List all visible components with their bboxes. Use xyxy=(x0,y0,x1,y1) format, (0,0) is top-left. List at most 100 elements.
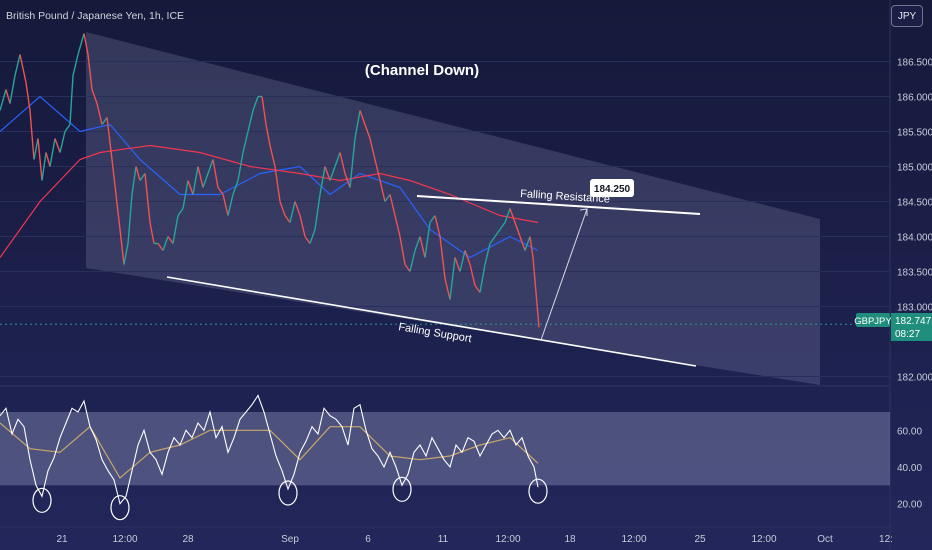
target-callout-box xyxy=(590,179,634,197)
price-segment xyxy=(91,89,98,104)
price-segment xyxy=(404,264,411,272)
price-segment xyxy=(115,194,121,230)
price-segment xyxy=(72,54,79,76)
price-segment xyxy=(149,222,155,244)
price-segment xyxy=(212,159,219,188)
oversold-circle xyxy=(278,480,298,506)
price-segment xyxy=(299,215,306,237)
price-segment xyxy=(172,215,179,244)
price-segment xyxy=(294,201,301,216)
price-segment xyxy=(37,138,43,181)
last-price-countdown: 08:27 xyxy=(895,329,920,340)
price-segment xyxy=(504,208,511,223)
price-segment xyxy=(157,243,164,251)
oscillator-line xyxy=(0,394,539,505)
price-segment xyxy=(535,292,540,328)
falling-resistance-line[interactable] xyxy=(416,195,701,215)
price-segment xyxy=(119,229,125,265)
price-segment xyxy=(232,180,239,195)
price-segment xyxy=(434,215,441,237)
price-segment xyxy=(0,89,7,111)
price-segment xyxy=(274,166,281,202)
price-segment xyxy=(309,229,316,244)
price-segment xyxy=(529,236,534,258)
price-tick-label: 182.000 xyxy=(897,373,932,384)
price-segment xyxy=(5,89,11,104)
price-segment xyxy=(394,215,401,237)
price-segment xyxy=(329,166,336,181)
price-segment xyxy=(106,117,113,160)
price-segment xyxy=(494,229,501,237)
oscillator-tick-label: 40.00 xyxy=(897,463,922,474)
price-segment xyxy=(319,166,326,195)
oscillator-tick-label: 20.00 xyxy=(897,500,922,511)
falling-support-line[interactable] xyxy=(166,276,697,367)
price-segment xyxy=(284,215,291,223)
price-segment xyxy=(247,110,254,132)
price-segment xyxy=(419,236,426,258)
time-tick-label: 21 xyxy=(56,534,68,545)
price-segment xyxy=(379,180,386,202)
price-segment xyxy=(227,194,234,216)
price-segment xyxy=(111,159,117,195)
price-segment xyxy=(45,152,51,167)
price-tick-label: 186.500 xyxy=(897,58,932,69)
price-segment xyxy=(237,152,244,181)
price-segment xyxy=(83,33,89,55)
price-segment xyxy=(514,222,521,237)
time-axis[interactable]: 21 12:00 28 Sep 6 11 12:00 18 12:00 25 12:00 Oct 12: xyxy=(56,534,893,545)
price-segment xyxy=(304,236,311,244)
price-tick-label: 186.000 xyxy=(897,93,932,104)
target-callout[interactable]: 184.250 xyxy=(590,179,634,197)
price-segment xyxy=(177,208,184,216)
price-segment xyxy=(479,264,486,293)
falling-resistance-label: Falling Resistance xyxy=(520,188,610,206)
price-segment xyxy=(279,201,286,216)
projection-arrow[interactable] xyxy=(540,208,588,341)
price-segment xyxy=(269,145,276,167)
price-tick-label: 185.500 xyxy=(897,128,932,139)
oversold-circle xyxy=(528,478,548,504)
price-segment xyxy=(19,54,27,83)
price-segment xyxy=(64,124,71,132)
price-segment xyxy=(182,180,189,209)
price-tick-label: 184.500 xyxy=(897,198,932,209)
symbol-tag xyxy=(856,313,890,327)
price-segment xyxy=(217,187,224,195)
price-segment xyxy=(389,194,396,216)
price-segment xyxy=(474,285,481,293)
chart-title: (Channel Down) xyxy=(365,62,479,79)
price-segment xyxy=(41,152,47,181)
price-segment xyxy=(384,194,391,202)
currency-button[interactable]: JPY xyxy=(891,5,923,27)
time-tick-label: 18 xyxy=(564,534,576,545)
time-tick-label: Oct xyxy=(817,534,833,545)
oversold-circle xyxy=(32,487,52,513)
price-segment xyxy=(429,215,436,223)
price-segment xyxy=(489,236,496,244)
price-segment xyxy=(444,278,451,300)
time-tick-label: 6 xyxy=(365,534,371,545)
price-segment xyxy=(509,208,516,223)
price-segment xyxy=(524,236,531,251)
last-price-box xyxy=(891,313,932,341)
channel-down-band xyxy=(86,32,820,385)
price-segment xyxy=(439,236,446,279)
price-segment xyxy=(324,166,331,181)
price-tick-label: 184.000 xyxy=(897,233,932,244)
price-segment xyxy=(459,250,466,272)
price-segment xyxy=(399,236,406,265)
price-segment xyxy=(25,82,31,111)
last-price-value: 182.747 xyxy=(895,316,932,327)
price-segment xyxy=(135,166,141,181)
price-segment xyxy=(484,243,491,265)
price-segment xyxy=(314,194,321,230)
oscillator-pane[interactable]: 60.00 40.00 20.00 xyxy=(0,394,922,521)
price-segment xyxy=(202,173,209,188)
price-axis[interactable]: 186.500 186.000 185.500 185.000 184.500 184.0… xyxy=(897,58,932,384)
price-segment xyxy=(29,110,35,160)
price-segment xyxy=(261,96,267,125)
price-segment xyxy=(532,257,537,293)
price-segment xyxy=(289,201,296,223)
